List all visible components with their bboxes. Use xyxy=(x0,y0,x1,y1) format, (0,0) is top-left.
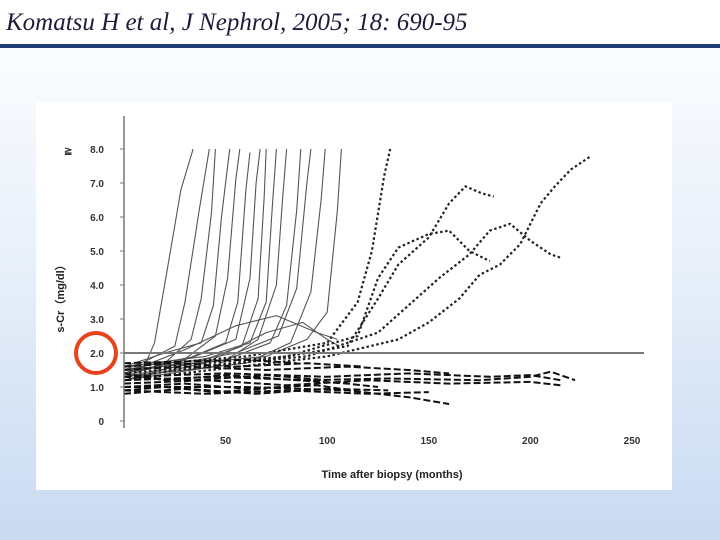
y-tick-prefix: ≧ xyxy=(64,146,72,157)
series-line-1 xyxy=(123,148,194,374)
x-tick-label: 50 xyxy=(220,436,232,447)
x-axis-title: Time after biopsy (months) xyxy=(322,469,463,481)
x-tick-label: 200 xyxy=(522,436,539,447)
y-tick-label: 7.0 xyxy=(90,179,104,190)
series-line-12 xyxy=(123,148,312,374)
series-line-31 xyxy=(123,382,352,392)
y-tick-label: 6.0 xyxy=(90,213,104,224)
slide-title: Komatsu H et al, J Nephrol, 2005; 18: 69… xyxy=(6,9,468,36)
y-axis-ticks: 0 1.0 2.0 3.0 4.0 5.0 6.0 7.0 8.0 ≧ xyxy=(64,145,124,428)
series-line-8 xyxy=(123,148,267,378)
chart-svg: 0 1.0 2.0 3.0 4.0 5.0 6.0 7.0 8.0 ≧ 50 100 150 200 25… xyxy=(54,116,644,481)
series-line-18 xyxy=(123,185,495,378)
highlight-circle xyxy=(74,331,118,375)
series-line-14 xyxy=(123,148,342,371)
x-tick-label: 150 xyxy=(420,436,437,447)
series-line-30 xyxy=(123,362,364,368)
y-tick-label: 1.0 xyxy=(90,383,104,394)
series-line-25 xyxy=(123,365,450,375)
series-line-6 xyxy=(123,152,251,374)
x-tick-label: 250 xyxy=(624,436,641,447)
series-line-4 xyxy=(123,148,231,368)
slide-header: Komatsu H et al, J Nephrol, 2005; 18: 69… xyxy=(0,0,720,46)
y-tick-label: 2.0 xyxy=(90,349,104,360)
x-tick-label: 100 xyxy=(319,436,336,447)
y-tick-label: 3.0 xyxy=(90,315,104,326)
series-line-19 xyxy=(123,229,491,372)
series-line-20 xyxy=(123,222,562,375)
series-line-2 xyxy=(123,148,210,371)
series-line-34 xyxy=(123,386,267,394)
y-tick-label: 8.0 xyxy=(90,145,104,156)
series-line-33 xyxy=(123,358,297,365)
series-line-32 xyxy=(123,374,328,382)
series-line-17 xyxy=(123,148,392,368)
series-line-23 xyxy=(123,372,562,382)
y-tick-label: 5.0 xyxy=(90,247,104,258)
y-axis-title: s-Cr（mg/dl） xyxy=(54,259,67,332)
y-tick-label: 0 xyxy=(98,417,104,428)
x-axis-ticks: 50 100 150 200 250 xyxy=(220,436,641,447)
series-line-15 xyxy=(123,321,340,381)
chart-figure: 0 1.0 2.0 3.0 4.0 5.0 6.0 7.0 8.0 ≧ 50 100 150 200 25… xyxy=(36,102,672,490)
curves-layer xyxy=(123,148,593,405)
series-line-9 xyxy=(123,148,277,368)
series-line-10 xyxy=(123,148,288,381)
series-line-21 xyxy=(123,154,593,382)
y-tick-label: 4.0 xyxy=(90,281,104,292)
title-rule xyxy=(0,44,720,48)
series-line-24 xyxy=(123,389,429,395)
